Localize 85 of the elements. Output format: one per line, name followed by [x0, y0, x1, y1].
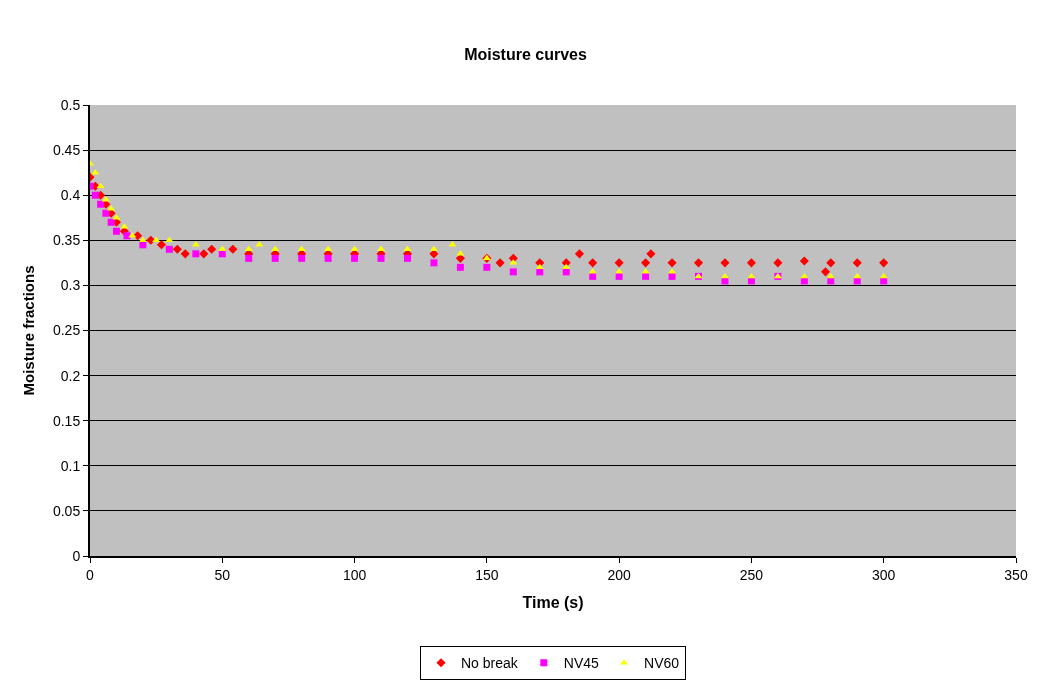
point [165, 236, 174, 243]
legend-label: NV45 [563, 655, 600, 672]
point [351, 254, 359, 262]
legend-label: No break [461, 655, 519, 672]
point [165, 245, 173, 253]
chart-title: Moisture curves [464, 45, 587, 63]
point [720, 272, 730, 279]
point [350, 245, 359, 252]
point [228, 244, 238, 254]
point [588, 258, 598, 268]
x-tick-label: 300 [872, 566, 896, 583]
y-tick-label: 0.25 [52, 322, 81, 339]
point [192, 250, 200, 258]
point [271, 245, 280, 252]
point [91, 191, 99, 199]
point [97, 200, 105, 208]
point [495, 258, 505, 268]
point [820, 267, 831, 277]
x-tick-label: 350 [1004, 566, 1028, 583]
point [218, 245, 227, 252]
point [207, 244, 217, 254]
point [646, 249, 656, 259]
point [509, 268, 517, 276]
point [826, 272, 835, 279]
point [483, 263, 491, 271]
point [403, 254, 411, 262]
y-tick-label: 0.5 [60, 96, 81, 113]
point [535, 263, 544, 270]
point [746, 258, 756, 268]
point [879, 258, 889, 268]
point [456, 263, 464, 271]
point [324, 245, 333, 252]
point [403, 245, 412, 252]
point [377, 254, 385, 262]
x-tick-label: 150 [475, 566, 499, 583]
y-axis-title: Moisture fractions [19, 265, 37, 396]
point [138, 236, 147, 243]
x-tick-label: 50 [214, 566, 231, 583]
legend-label: NV60 [644, 655, 680, 672]
point [852, 258, 862, 268]
point [430, 259, 438, 267]
point [324, 254, 332, 262]
y-tick-label: 0.35 [52, 232, 81, 249]
y-tick-label: 0.2 [60, 367, 81, 384]
point [614, 258, 624, 268]
point [747, 272, 756, 279]
point [244, 245, 253, 252]
point [800, 272, 809, 279]
point [112, 227, 120, 235]
x-axis-title: Time (s) [522, 594, 584, 611]
point [853, 272, 862, 279]
point [826, 258, 836, 268]
point [799, 256, 809, 266]
x-tick-label: 250 [739, 566, 764, 583]
point [562, 263, 571, 270]
y-tick-label: 0.4 [60, 187, 81, 204]
point [172, 244, 182, 254]
point [641, 258, 651, 268]
point [720, 258, 730, 268]
y-tick-label: 0.45 [52, 142, 81, 158]
point [245, 254, 253, 262]
point [180, 249, 190, 259]
point [152, 236, 161, 243]
point [298, 254, 306, 262]
x-tick-label: 200 [607, 566, 632, 583]
point [156, 240, 166, 250]
point [693, 258, 704, 268]
y-tick-label: 0.1 [60, 457, 81, 474]
point [271, 254, 279, 262]
x-tick-label: 0 [86, 566, 95, 583]
point [376, 245, 386, 252]
x-tick-label: 100 [342, 566, 367, 583]
y-tick-label: 0.3 [60, 277, 81, 294]
point [107, 218, 115, 226]
point [297, 245, 306, 252]
y-tick-label: 0 [72, 547, 81, 564]
point [199, 249, 209, 259]
y-tick-label: 0.15 [52, 412, 81, 429]
y-tick-label: 0.05 [52, 502, 81, 519]
point [102, 209, 110, 217]
point [667, 258, 677, 268]
point [574, 249, 585, 259]
point [429, 245, 438, 252]
point [879, 272, 888, 279]
point [773, 258, 783, 268]
